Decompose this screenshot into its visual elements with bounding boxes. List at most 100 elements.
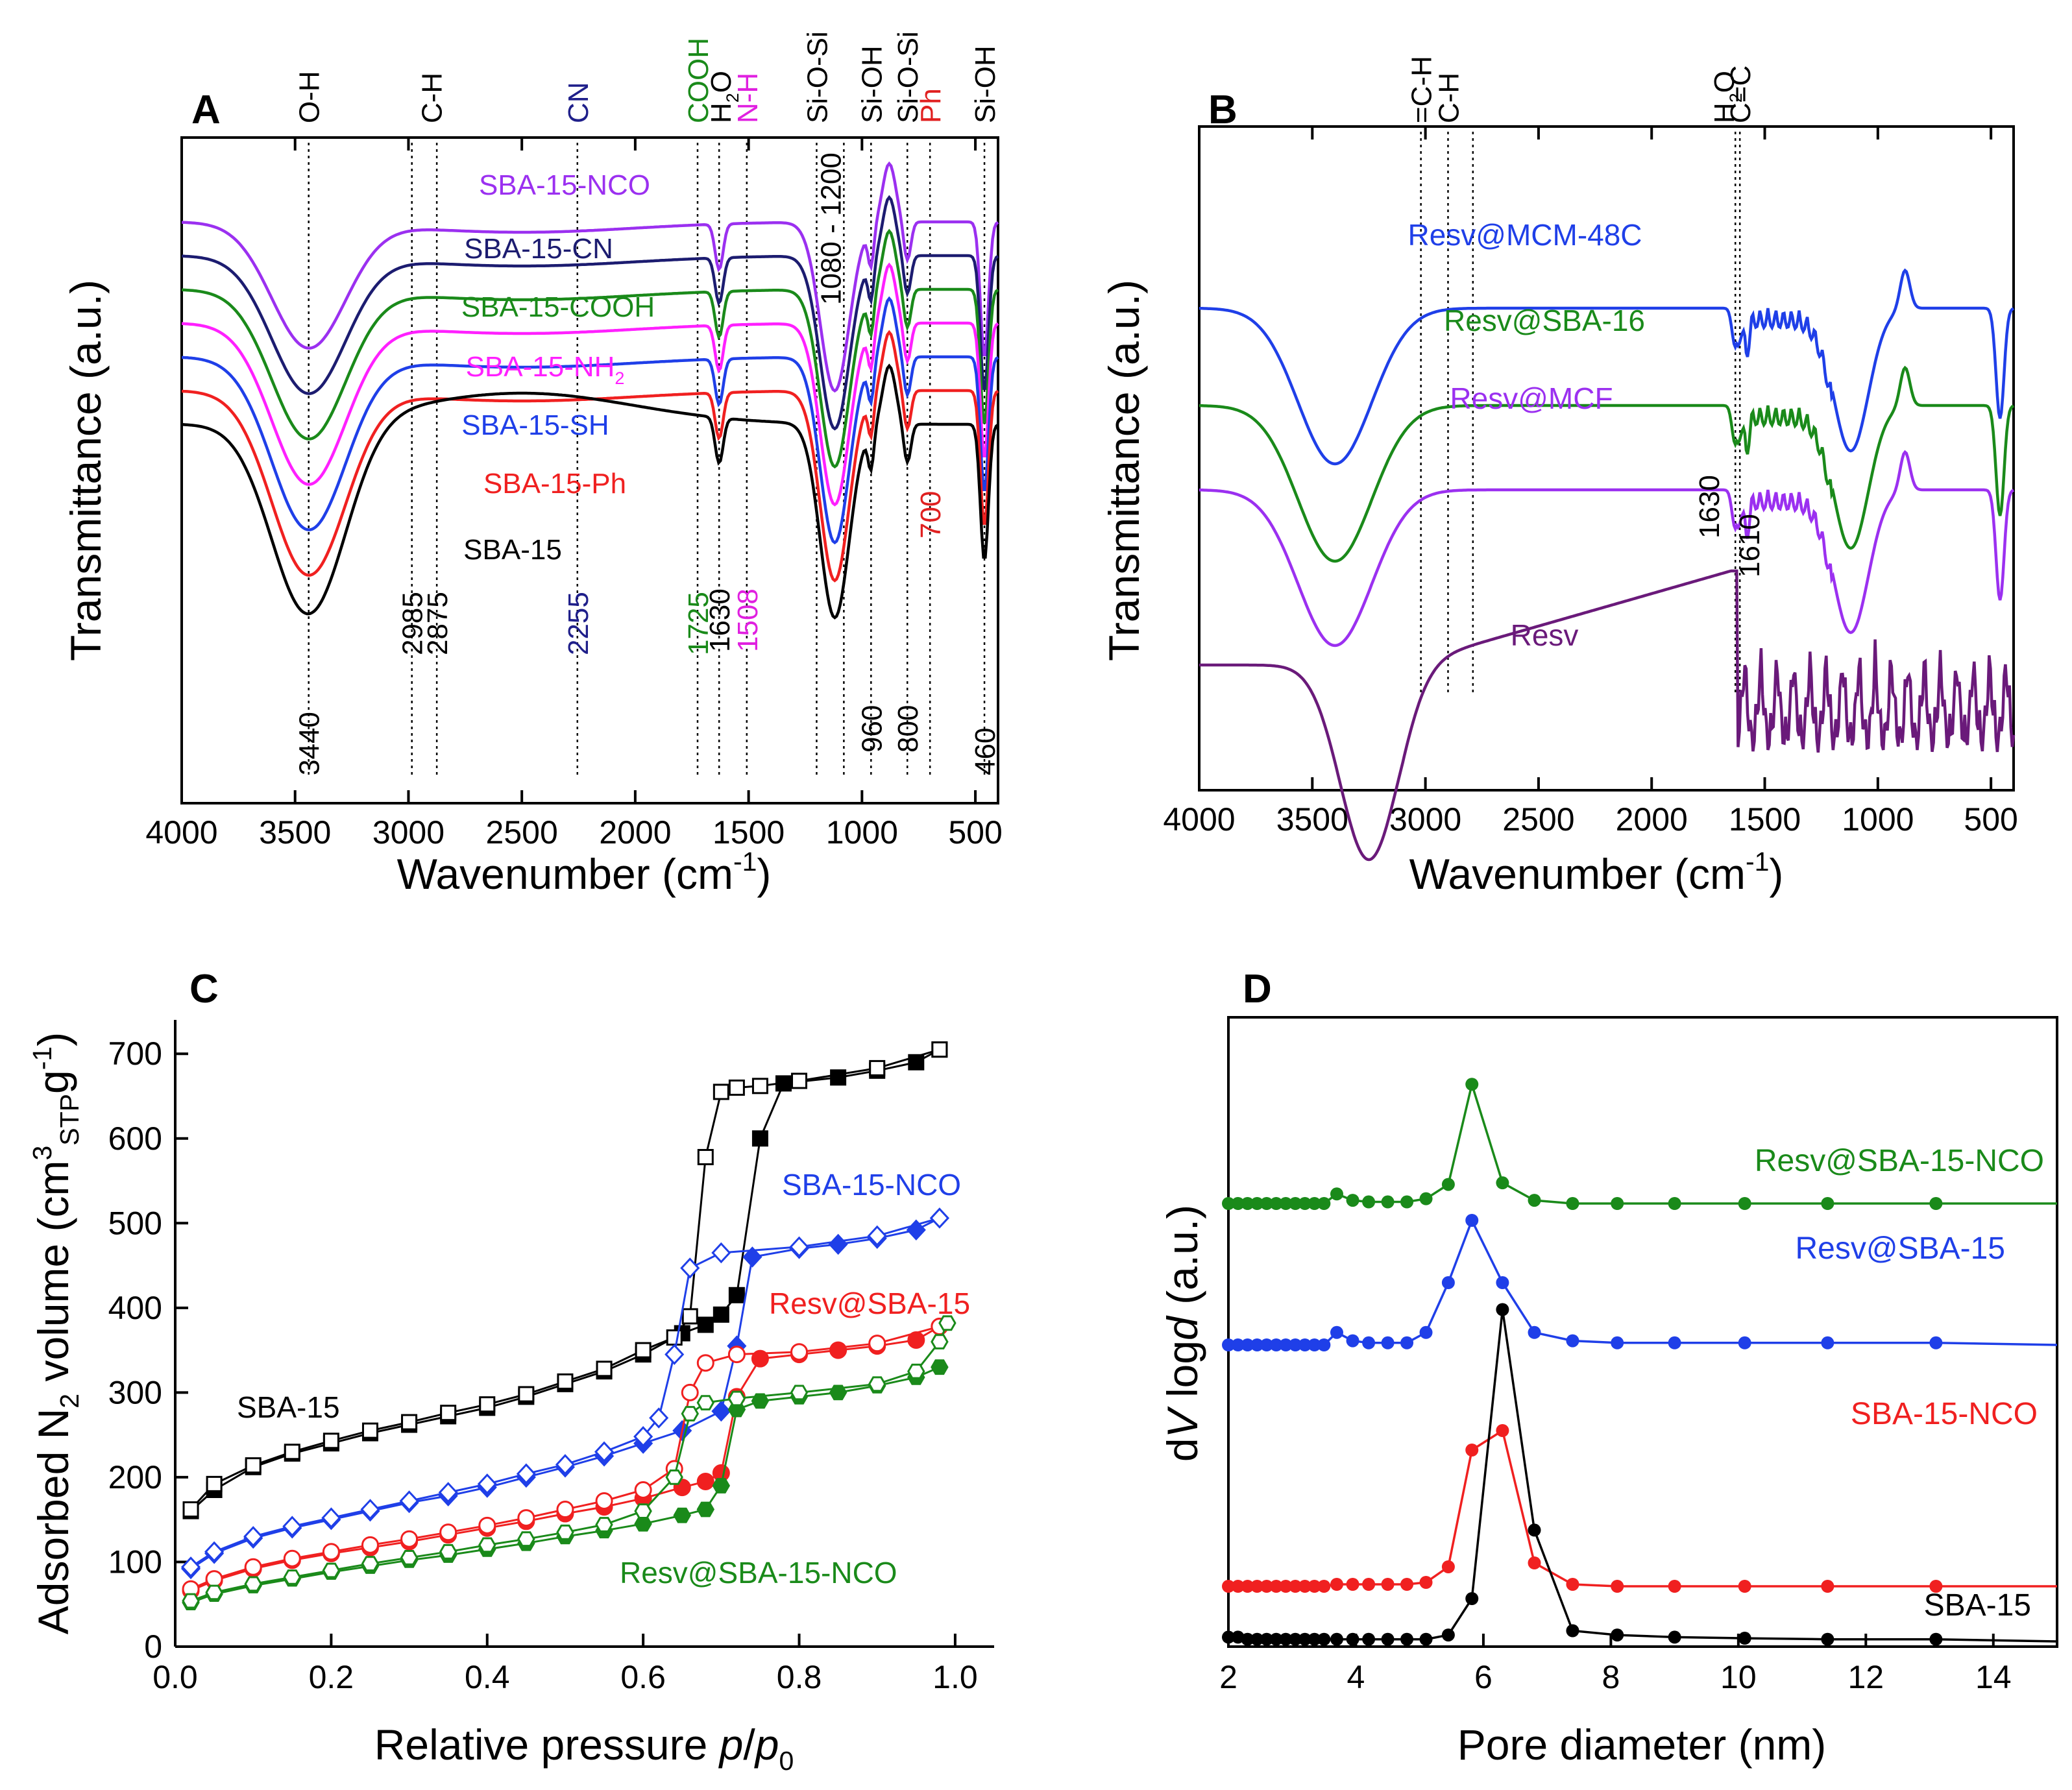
assignment-h2o: H2O [1709, 71, 1746, 123]
assignment-h2o-part-0: H [1709, 103, 1740, 123]
y-axis-title-part-1: 2 [55, 1394, 84, 1409]
marker-diamond [649, 1407, 669, 1429]
distribution-marker [1929, 1336, 1943, 1349]
marker-circle [244, 1558, 262, 1576]
distribution-marker [1821, 1197, 1834, 1210]
band-label: 800 [892, 705, 924, 753]
marker-square [908, 1054, 925, 1070]
assignment-label: O-H [294, 71, 326, 123]
band-label: 1610 [1734, 514, 1766, 577]
marker-hexagon [244, 1576, 262, 1592]
band-label: 2985 [397, 592, 429, 655]
x-axis-title: Pore diameter (nm) [1457, 1721, 1827, 1769]
marker-hexagon [182, 1593, 200, 1609]
x-tick-label: 1000 [1842, 801, 1914, 838]
x-axis-title-part-2: ) [757, 850, 771, 898]
distribution-marker [1279, 1580, 1293, 1593]
band-label: 1630 [1694, 475, 1725, 538]
plot-frame [1198, 125, 2015, 792]
x-tick-label: 1000 [826, 814, 898, 851]
band-label: 1725 [683, 592, 714, 655]
marker-diamond [929, 1207, 949, 1229]
assignment-label: C-H [1433, 73, 1465, 123]
distribution-marker [1260, 1197, 1273, 1210]
marker-square [697, 1148, 714, 1165]
distribution-marker [1738, 1336, 1751, 1349]
panel-a: 4000 3500 3000 2500 2000 1500 1000 500 A Transmit… [62, 31, 1003, 898]
distribution-marker [1330, 1187, 1343, 1201]
series-label: SBA-15 [237, 1390, 340, 1424]
marker-hexagon [868, 1376, 886, 1392]
distribution-marker [1419, 1325, 1433, 1339]
y-tick-label: 100 [108, 1543, 162, 1580]
assignment-label: Si-O-Si [801, 31, 833, 123]
distribution-marker [1441, 1276, 1455, 1289]
y-tick-label: 700 [108, 1035, 162, 1072]
spectrum-sba-15-nh2 [181, 262, 999, 507]
marker-square [666, 1329, 683, 1346]
assignment-label: COOH [683, 38, 714, 123]
distribution-marker [1496, 1424, 1509, 1437]
marker-diamond [664, 1344, 685, 1365]
distribution-marker [1668, 1336, 1681, 1349]
x-axis-title: Relative pressure p/p0 [374, 1721, 794, 1776]
y-axis-title-part-2: log [1158, 1340, 1206, 1409]
marker-hexagon [634, 1503, 652, 1519]
distribution-marker [1279, 1632, 1293, 1646]
distribution-marker [1381, 1195, 1395, 1209]
distribution-marker [1308, 1632, 1321, 1646]
distribution-marker [1317, 1197, 1331, 1210]
x-tick-label: 0.4 [465, 1659, 510, 1695]
x-axis-title-part-0: Wavenumber (cm [397, 850, 733, 898]
distribution-marker [1317, 1580, 1331, 1593]
y-axis-title-part-7: ) [29, 1032, 77, 1046]
marker-circle [595, 1492, 613, 1510]
spectrum-sba-15 [181, 363, 999, 620]
y-tick-label: 300 [108, 1374, 162, 1410]
distribution-marker [1441, 1628, 1455, 1642]
y-axis-title-part-2: volume (cm [29, 1161, 77, 1394]
marker-hexagon [556, 1524, 574, 1540]
spectrum-resv@sba-16 [1199, 365, 2015, 563]
x-tick-label: 3500 [1276, 801, 1348, 838]
spectrum-sba-15-nco [181, 161, 999, 393]
x-tick-label: 1500 [713, 814, 785, 851]
spectrum-resv@mcf [1199, 450, 2015, 647]
band-label: 2255 [563, 592, 594, 655]
y-tick-label: 500 [108, 1205, 162, 1241]
marker-square [697, 1316, 714, 1333]
x-tick-label: 0.2 [309, 1659, 354, 1695]
marker-hexagon [361, 1556, 380, 1571]
marker-diamond [243, 1526, 263, 1547]
distribution-marker [1381, 1578, 1395, 1591]
distribution-marker [1929, 1580, 1943, 1593]
x-tick-label: 2500 [1502, 801, 1574, 838]
x-tick-label: 10 [1720, 1659, 1757, 1695]
marker-square [206, 1475, 223, 1492]
spectrum-sba-15-cn [181, 195, 999, 431]
distribution-marker [1929, 1632, 1943, 1646]
assignment-h2o-part-1: 2 [1726, 93, 1746, 103]
marker-square [830, 1069, 847, 1086]
series-label: Resv@MCF [1450, 381, 1613, 415]
marker-diamond [438, 1482, 458, 1503]
distribution-marker [1346, 1578, 1359, 1591]
assignment-label: Si-O-Si [892, 31, 924, 123]
marker-square [728, 1287, 745, 1303]
marker-square [751, 1130, 768, 1147]
marker-circle [829, 1341, 847, 1359]
series-label: Resv@SBA-16 [1444, 304, 1645, 337]
series-label: SBA-15-CN [464, 233, 613, 265]
x-tick-label: 3500 [259, 814, 331, 851]
distribution-marker [1738, 1197, 1751, 1210]
distribution-marker [1441, 1560, 1455, 1573]
distribution-marker [1231, 1338, 1245, 1351]
isotherm-adsorption [190, 1217, 940, 1570]
marker-hexagon [681, 1406, 700, 1421]
y-axis-title: Adsorbed N2 volume (cm3STPg-1) [27, 1032, 84, 1634]
band-label: 2875 [422, 592, 454, 655]
distribution-marker [1668, 1197, 1681, 1210]
distribution-marker [1250, 1197, 1264, 1210]
x-tick-label: 2500 [486, 814, 558, 851]
marker-circle [205, 1570, 223, 1588]
